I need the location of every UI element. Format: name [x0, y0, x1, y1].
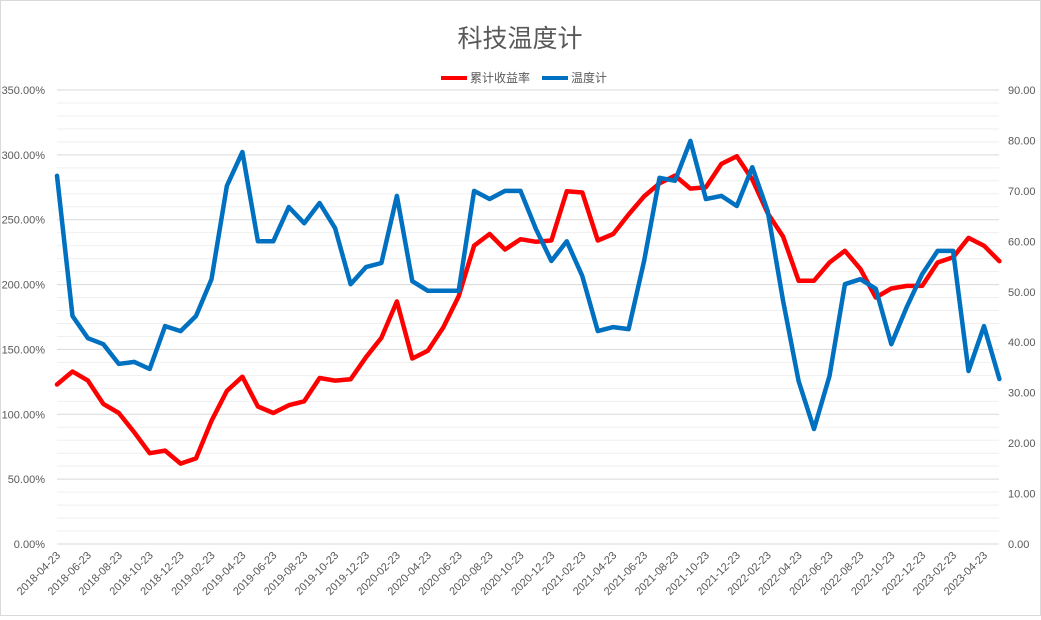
right-tick-label: 20.00: [1008, 438, 1036, 450]
left-tick-label: 50.00%: [8, 474, 46, 486]
right-tick-label: 40.00: [1008, 337, 1036, 349]
left-tick-label: 150.00%: [2, 344, 46, 356]
right-tick-label: 10.00: [1008, 489, 1036, 501]
x-axis: 2018-04-232018-06-232018-08-232018-10-23…: [15, 550, 990, 598]
right-axis: 0.00 10.00 20.00 30.00 40.00 50.00 60.00 70.00 8…: [1008, 85, 1036, 551]
legend: 累计收益率 温度计: [441, 70, 607, 85]
legend-label-thermometer: 温度计: [571, 70, 607, 85]
right-tick-label: 30.00: [1008, 388, 1036, 400]
right-tick-label: 70.00: [1008, 186, 1036, 198]
chart-title: 科技温度计: [457, 25, 582, 53]
gridlines: [57, 89, 999, 545]
legend-label-cumulative-return: 累计收益率: [470, 70, 530, 85]
series-line-thermometer: [54, 138, 1002, 432]
left-axis: 0.00% 50.00% 100.00% 150.00% 200.00% 250.00% 3…: [2, 85, 46, 551]
series-line-cumulative-return: [54, 153, 1002, 466]
left-tick-label: 300.00%: [2, 150, 46, 162]
left-tick-label: 250.00%: [2, 215, 46, 227]
right-tick-label: 90.00: [1008, 85, 1036, 97]
right-tick-label: 0.00: [1008, 539, 1029, 551]
right-tick-label: 60.00: [1008, 236, 1036, 248]
left-tick-label: 100.00%: [2, 409, 46, 421]
series-lines: [54, 138, 1002, 466]
right-tick-label: 80.00: [1008, 135, 1036, 147]
left-tick-label: 350.00%: [2, 85, 46, 97]
left-tick-label: 0.00%: [14, 539, 45, 551]
right-tick-label: 50.00: [1008, 287, 1036, 299]
left-tick-label: 200.00%: [2, 280, 46, 292]
